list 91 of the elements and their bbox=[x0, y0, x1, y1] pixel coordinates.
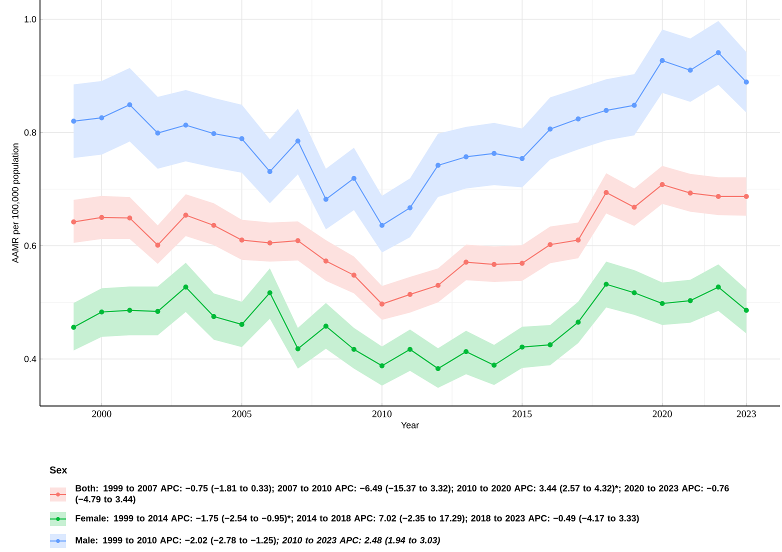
point bbox=[211, 222, 216, 228]
point bbox=[295, 346, 300, 352]
point bbox=[267, 240, 272, 246]
x-tick-label: 2000 bbox=[92, 410, 112, 418]
point bbox=[464, 154, 469, 160]
point bbox=[155, 130, 160, 136]
point bbox=[492, 362, 497, 368]
point bbox=[127, 102, 132, 108]
point bbox=[211, 131, 216, 136]
point bbox=[99, 214, 104, 220]
point bbox=[744, 194, 749, 200]
x-tick-label: 2010 bbox=[372, 410, 392, 418]
point bbox=[183, 284, 188, 290]
point bbox=[744, 80, 749, 85]
legend-label: Male: 1999 to 2010 APC: −2.02 (−2.78 to −1.25); 2010 to 2023 APC: 2.48 (1.94 to 3.03) bbox=[76, 536, 440, 546]
point bbox=[267, 290, 272, 296]
point bbox=[99, 115, 104, 120]
point bbox=[435, 366, 441, 372]
x-tick-label: 2023 bbox=[736, 410, 756, 418]
point bbox=[632, 204, 637, 210]
point bbox=[688, 298, 693, 304]
point bbox=[660, 182, 665, 188]
point bbox=[183, 212, 188, 218]
point bbox=[379, 363, 385, 368]
point bbox=[183, 122, 188, 128]
point bbox=[351, 176, 356, 181]
point bbox=[71, 118, 76, 124]
point bbox=[295, 138, 300, 144]
point bbox=[267, 169, 272, 174]
point bbox=[716, 194, 721, 200]
point bbox=[520, 156, 525, 162]
point bbox=[548, 342, 553, 348]
x-tick-label: 2020 bbox=[652, 410, 672, 418]
x-axis-title: Year bbox=[401, 422, 419, 428]
point bbox=[548, 242, 553, 248]
point bbox=[464, 260, 469, 265]
point bbox=[127, 215, 132, 221]
point bbox=[211, 314, 216, 320]
point bbox=[379, 222, 385, 228]
point bbox=[548, 126, 553, 132]
point bbox=[239, 238, 244, 243]
point bbox=[688, 68, 693, 73]
point bbox=[576, 116, 581, 122]
point bbox=[576, 320, 581, 325]
y-tick-label: 1.0 bbox=[24, 16, 36, 22]
point bbox=[604, 108, 609, 113]
point bbox=[632, 102, 637, 108]
point bbox=[660, 300, 665, 306]
point bbox=[323, 324, 328, 329]
point bbox=[351, 346, 356, 352]
point bbox=[239, 136, 244, 142]
point bbox=[351, 272, 356, 278]
point bbox=[71, 219, 76, 225]
point bbox=[576, 238, 581, 243]
point bbox=[127, 308, 132, 313]
point bbox=[716, 50, 721, 56]
point bbox=[492, 150, 497, 156]
point bbox=[744, 308, 749, 313]
point bbox=[464, 349, 469, 354]
point bbox=[379, 302, 385, 307]
legend-label: Both: 1999 to 2007 APC: −0.75 (−1.81 to 0.33); 2007 to 2010 APC: −6.49 (−15.37 to 3.32); 2010 to 2020 APC: 3.44 (2.57 to 4.32)*; 2020 to 2023 APC: −0.76 (−4.79 to 3.44) bbox=[76, 484, 729, 504]
y-tick-label: 0.8 bbox=[24, 129, 36, 136]
point bbox=[688, 190, 693, 196]
point bbox=[239, 322, 244, 327]
point bbox=[323, 258, 328, 264]
y-axis-title: AAMR per 100,000 population bbox=[12, 144, 20, 264]
legend-title: Sex bbox=[50, 466, 68, 474]
x-tick-label: 2015 bbox=[512, 410, 532, 418]
y-tick-label: 0.6 bbox=[24, 242, 36, 249]
point bbox=[155, 308, 160, 314]
x-tick-label: 2005 bbox=[232, 410, 252, 418]
point bbox=[604, 282, 609, 287]
point bbox=[716, 284, 721, 290]
point bbox=[492, 262, 497, 267]
point bbox=[435, 162, 441, 168]
point bbox=[99, 309, 104, 315]
legend-label: Female: 1999 to 2014 APC: −1.75 (−2.54 to −0.95)*; 2014 to 2018 APC: 7.02 (−2.35 to 17.29); 2018 to 2023 APC: −0.49 (−4.17 to 3.33) bbox=[76, 514, 639, 524]
point bbox=[520, 344, 525, 350]
point bbox=[155, 242, 160, 248]
point bbox=[632, 290, 637, 296]
point bbox=[407, 292, 413, 297]
point bbox=[295, 238, 300, 244]
y-tick-label: 0.4 bbox=[24, 356, 36, 362]
point bbox=[604, 190, 609, 196]
point bbox=[435, 282, 441, 288]
point bbox=[71, 324, 76, 330]
point bbox=[407, 346, 413, 352]
point bbox=[520, 260, 525, 266]
point bbox=[323, 196, 328, 202]
point bbox=[407, 205, 413, 210]
point bbox=[660, 58, 665, 64]
